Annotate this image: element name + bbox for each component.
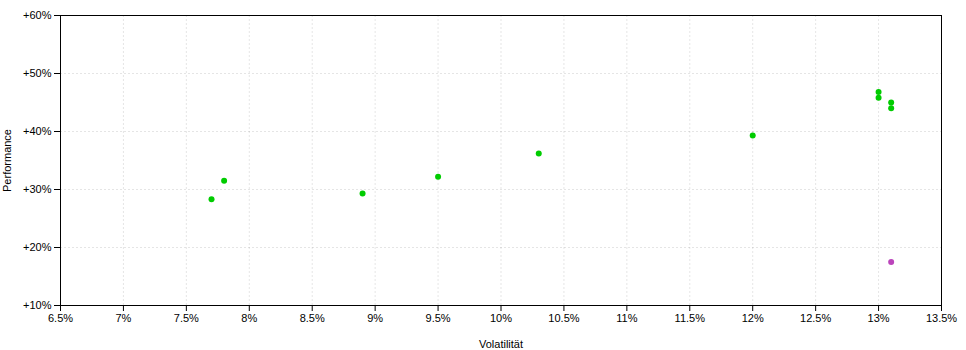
svg-text:Performance: Performance (1, 129, 13, 192)
svg-text:11.5%: 11.5% (675, 312, 706, 324)
svg-text:+60%: +60% (23, 9, 52, 21)
svg-text:8.5%: 8.5% (300, 312, 325, 324)
svg-text:+30%: +30% (23, 183, 52, 195)
svg-text:9%: 9% (367, 312, 383, 324)
svg-text:8%: 8% (241, 312, 257, 324)
svg-text:12.5%: 12.5% (800, 312, 831, 324)
svg-text:13%: 13% (868, 312, 890, 324)
svg-text:+10%: +10% (23, 299, 52, 311)
svg-text:10.5%: 10.5% (548, 312, 579, 324)
svg-text:11%: 11% (616, 312, 637, 324)
svg-text:13.5%: 13.5% (926, 312, 957, 324)
svg-text:+20%: +20% (23, 241, 52, 253)
svg-text:9.5%: 9.5% (426, 312, 451, 324)
svg-text:+40%: +40% (23, 125, 52, 137)
svg-text:12%: 12% (742, 312, 764, 324)
svg-text:7%: 7% (115, 312, 131, 324)
svg-text:+50%: +50% (23, 67, 52, 79)
svg-text:6.5%: 6.5% (48, 312, 73, 324)
svg-text:7.5%: 7.5% (174, 312, 199, 324)
svg-text:Volatilität: Volatilität (479, 338, 523, 350)
svg-text:10%: 10% (490, 312, 512, 324)
